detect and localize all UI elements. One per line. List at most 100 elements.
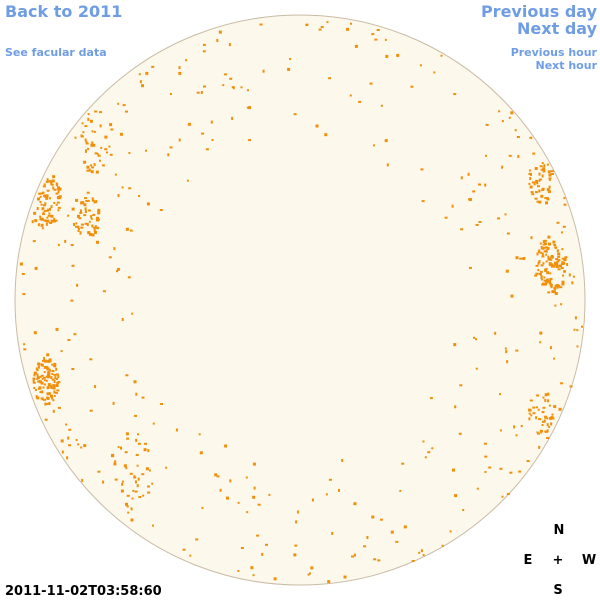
facula	[543, 279, 547, 282]
facula	[33, 331, 37, 335]
facula	[554, 284, 557, 287]
facula	[548, 279, 551, 283]
next-hour-link[interactable]: Next hour	[536, 59, 598, 72]
facula	[32, 377, 35, 380]
facula	[380, 104, 383, 107]
facula	[31, 220, 34, 224]
facula	[129, 472, 133, 475]
facula	[61, 450, 64, 454]
solar-disk	[14, 14, 586, 586]
facula	[421, 200, 425, 203]
facula	[256, 534, 260, 537]
facula	[252, 574, 255, 577]
facula	[549, 277, 553, 280]
facula	[108, 145, 111, 148]
facula	[138, 496, 142, 498]
facula	[545, 253, 548, 256]
facula	[32, 240, 36, 243]
facula	[90, 215, 93, 219]
facula	[43, 398, 46, 401]
facula	[424, 456, 427, 459]
facula	[46, 373, 50, 377]
facula	[41, 377, 44, 380]
facula	[77, 228, 80, 231]
facula	[67, 214, 70, 217]
facula	[199, 451, 203, 455]
facula	[458, 432, 462, 435]
facula	[39, 201, 42, 203]
facula	[45, 379, 48, 382]
facula	[529, 136, 533, 139]
facula	[151, 65, 155, 68]
facula	[545, 280, 549, 284]
facula	[253, 486, 256, 490]
previous-hour-link[interactable]: Previous hour	[511, 46, 598, 59]
facula	[40, 397, 43, 400]
facula	[561, 257, 565, 260]
facula	[84, 222, 88, 225]
facula	[556, 286, 559, 289]
facula	[97, 470, 101, 473]
facula	[58, 195, 62, 198]
facular-data-link[interactable]: See facular data	[5, 46, 107, 59]
facula	[501, 165, 504, 169]
facula	[222, 84, 225, 87]
facula	[546, 278, 549, 282]
facula	[57, 206, 61, 209]
facula	[535, 264, 539, 267]
facula	[519, 257, 523, 260]
facula	[94, 225, 97, 228]
facula	[151, 482, 154, 485]
facula	[32, 381, 36, 384]
facula	[549, 283, 553, 287]
facula	[468, 198, 471, 201]
facula	[86, 199, 90, 202]
facula	[540, 264, 544, 267]
facula	[175, 428, 178, 432]
facula	[560, 267, 564, 270]
facula	[514, 129, 517, 132]
previous-day-link[interactable]: Previous day	[481, 2, 598, 21]
facula	[108, 256, 112, 259]
facula	[89, 409, 93, 412]
facula	[517, 155, 520, 158]
facula	[546, 163, 549, 166]
facula	[75, 198, 79, 202]
facula	[50, 205, 53, 209]
facula	[152, 422, 155, 425]
facula	[47, 385, 50, 389]
next-day-link[interactable]: Next day	[517, 19, 598, 38]
facula	[544, 430, 548, 433]
facula	[499, 393, 501, 396]
facula	[504, 347, 507, 350]
facula	[23, 343, 26, 346]
facula	[545, 246, 548, 249]
facula	[363, 545, 367, 548]
compass-east: E	[524, 553, 533, 568]
facula	[309, 572, 311, 575]
facula	[91, 166, 95, 169]
facula	[547, 257, 551, 261]
facula	[51, 370, 55, 372]
facula	[43, 365, 47, 369]
facula	[92, 143, 96, 147]
facula	[551, 173, 554, 175]
facula	[541, 189, 545, 191]
facula	[34, 389, 37, 391]
facula	[571, 281, 574, 285]
facula	[201, 506, 204, 509]
facula	[385, 54, 389, 58]
facula	[548, 282, 552, 285]
facula	[100, 146, 103, 149]
facula	[86, 191, 90, 194]
facula	[71, 207, 75, 211]
back-link[interactable]: Back to 2011	[5, 2, 122, 21]
facula	[545, 197, 549, 199]
facula	[76, 283, 79, 287]
facula	[165, 466, 168, 469]
facula	[454, 405, 457, 409]
facula	[182, 548, 186, 551]
facula	[564, 256, 568, 259]
facula	[546, 429, 549, 433]
